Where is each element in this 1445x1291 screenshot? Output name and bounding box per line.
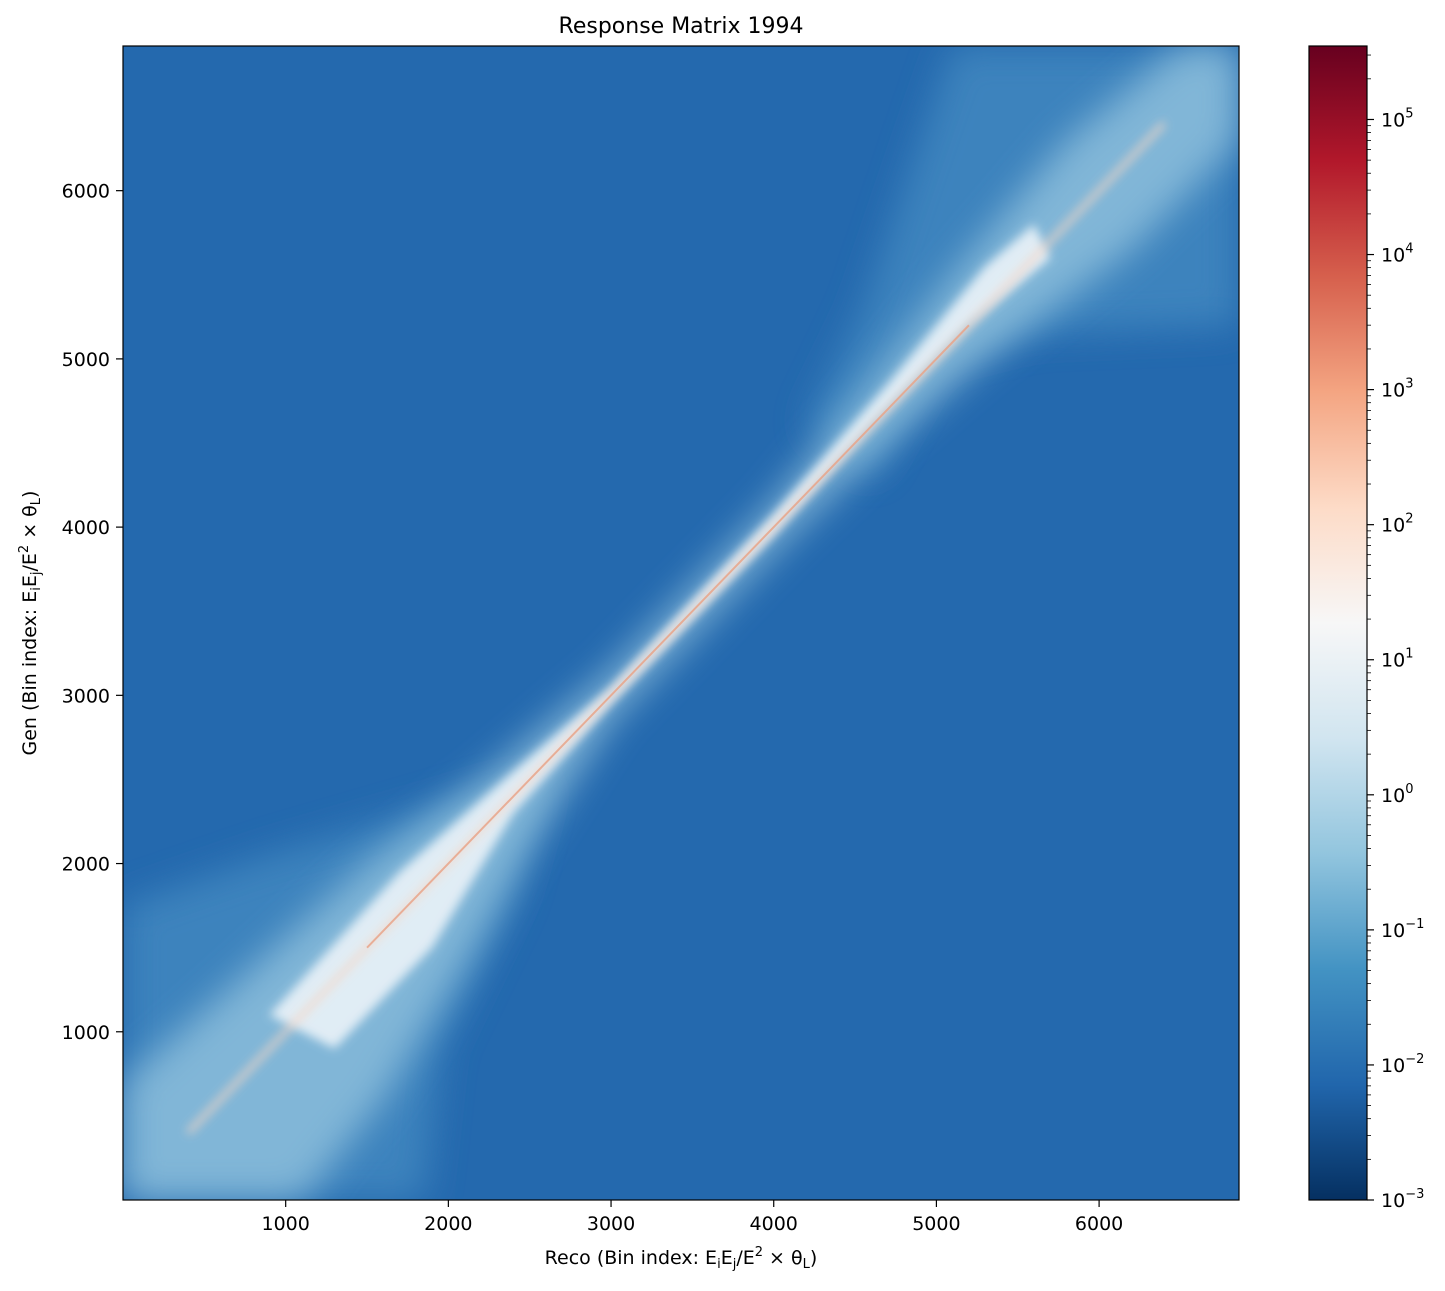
x-tick-label: 5000 (912, 1213, 960, 1235)
diagonal-peak (366, 324, 970, 949)
y-tick-label: 3000 (62, 685, 110, 707)
y-tick-label: 2000 (62, 854, 110, 876)
colorbar-tick-label: 102 (1381, 512, 1413, 537)
colorbar-tick-label: 10−1 (1381, 917, 1424, 942)
y-axis-label: Gen (Bin index: EiEj/E2 × θL) (17, 491, 44, 756)
x-tick-label: 4000 (750, 1213, 798, 1235)
x-axis: 1000 2000 3000 4000 5000 6000 (262, 1200, 1123, 1235)
colorbar-gradient (1309, 46, 1367, 1200)
colorbar-frame (1308, 45, 1368, 1201)
plot-frame (122, 45, 1240, 1201)
heatmap-band (123, 46, 1239, 1200)
y-tick-label: 1000 (62, 1022, 110, 1044)
y-tick-label: 6000 (62, 181, 110, 203)
chart-title: Response Matrix 1994 (559, 14, 804, 39)
diagonal-band-inner (269, 224, 1051, 1049)
x-tick-label: 3000 (587, 1213, 635, 1235)
y-tick-label: 5000 (62, 349, 110, 371)
x-axis-label: Reco (Bin index: EiEj/E2 × θL) (545, 1245, 818, 1272)
colorbar-ticks: 10−3 10−2 10−1 100 101 102 103 104 105 (1367, 54, 1424, 1212)
colorbar-tick-label: 104 (1381, 242, 1413, 267)
colorbar-tick-label: 105 (1381, 106, 1413, 131)
colorbar-tick-label: 100 (1381, 782, 1413, 807)
x-tick-label: 2000 (424, 1213, 472, 1235)
colorbar-tick-label: 103 (1381, 377, 1413, 402)
colorbar: 10−3 10−2 10−1 100 101 102 103 104 105 (1308, 45, 1424, 1212)
y-axis: 1000 2000 3000 4000 5000 6000 (62, 181, 123, 1044)
colorbar-tick-label: 10−3 (1381, 1187, 1424, 1212)
y-tick-label: 4000 (62, 517, 110, 539)
colorbar-tick-label: 101 (1381, 647, 1413, 672)
colorbar-tick-label: 10−2 (1381, 1052, 1424, 1077)
heatmap-area (123, 46, 1239, 1200)
x-tick-label: 1000 (262, 1213, 310, 1235)
x-tick-label: 6000 (1075, 1213, 1123, 1235)
